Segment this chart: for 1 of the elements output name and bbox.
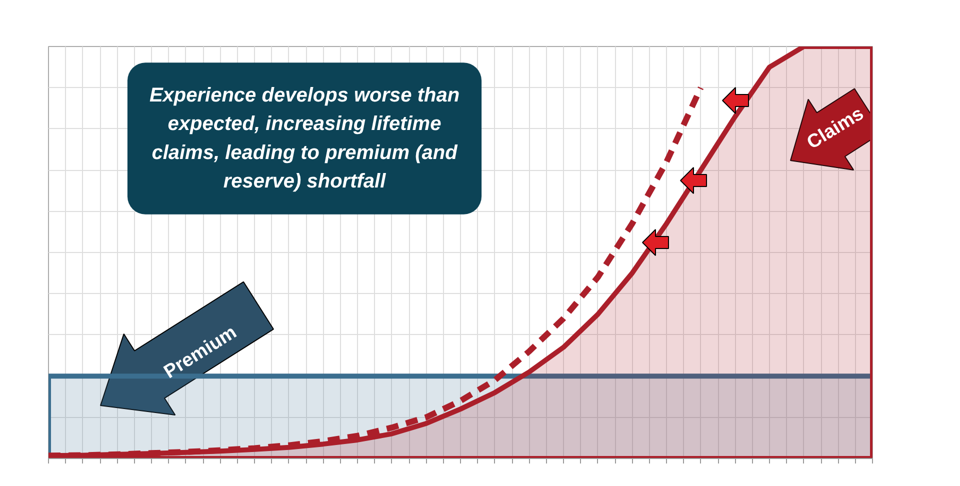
annotation: Experience develops worse than expected, increasing lifetime claims, leading to premium (and reserve) shortfall [149,84,460,192]
